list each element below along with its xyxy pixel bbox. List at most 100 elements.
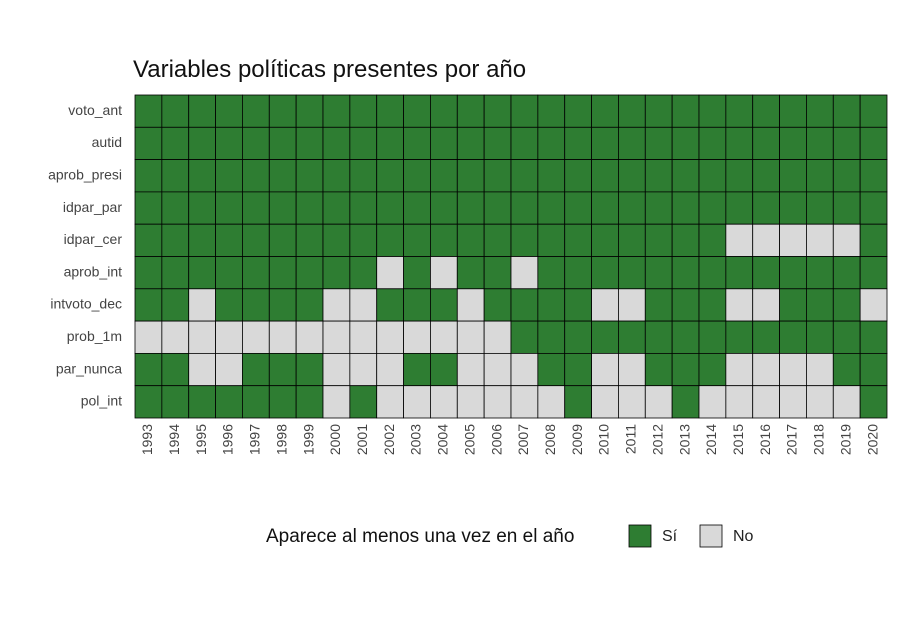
- cell: [537, 159, 566, 193]
- cell: [510, 126, 539, 161]
- cell: [779, 94, 807, 128]
- cell: [483, 256, 512, 290]
- cell: [671, 352, 700, 387]
- y-tick-label: voto_ant: [68, 102, 122, 118]
- cell: [806, 385, 834, 419]
- cell: [215, 159, 243, 193]
- legend-key: [699, 524, 723, 548]
- cell: [161, 320, 190, 354]
- cell: [564, 94, 592, 128]
- cell: [832, 191, 861, 225]
- cell: [859, 159, 888, 193]
- cell: [349, 320, 378, 354]
- x-tick-label: 1994: [166, 424, 182, 455]
- cell: [456, 94, 485, 128]
- cell: [832, 352, 861, 387]
- cell: [859, 352, 888, 387]
- cell: [671, 320, 700, 354]
- cell: [564, 256, 592, 290]
- cell: [698, 320, 727, 354]
- cell: [564, 126, 592, 161]
- cell: [403, 320, 431, 354]
- cell: [806, 256, 834, 290]
- cell: [806, 159, 834, 193]
- cell: [644, 385, 673, 419]
- cell: [322, 159, 351, 193]
- cell: [268, 126, 297, 161]
- x-tick-label: 1995: [193, 424, 209, 455]
- x-tick-label: 2014: [703, 424, 719, 455]
- cell: [806, 352, 834, 387]
- cell: [134, 126, 163, 161]
- cell: [188, 191, 216, 225]
- cell: [295, 352, 324, 387]
- cell: [779, 191, 807, 225]
- cell: [215, 223, 243, 257]
- cell: [591, 191, 619, 225]
- cell: [725, 94, 754, 128]
- cell: [188, 352, 216, 387]
- y-tick-label: par_nunca: [56, 360, 122, 376]
- cell: [832, 126, 861, 161]
- cell: [430, 256, 458, 290]
- cell: [644, 288, 673, 322]
- cell: [456, 126, 485, 161]
- cell: [134, 385, 163, 419]
- cell: [591, 352, 619, 387]
- legend-label: Sí: [662, 528, 678, 545]
- cell: [161, 223, 190, 257]
- cell: [456, 191, 485, 225]
- cell: [564, 385, 592, 419]
- cell: [859, 256, 888, 290]
- cell: [295, 288, 324, 322]
- cell: [161, 288, 190, 322]
- cell: [188, 256, 216, 290]
- cell: [430, 94, 458, 128]
- cell: [295, 94, 324, 128]
- cell: [134, 223, 163, 257]
- cell: [242, 352, 270, 387]
- cell: [242, 94, 270, 128]
- cell: [349, 126, 378, 161]
- cell: [591, 126, 619, 161]
- cell: [161, 94, 190, 128]
- cell: [215, 352, 243, 387]
- cell: [456, 223, 485, 257]
- cell: [349, 223, 378, 257]
- cell: [268, 352, 297, 387]
- cell: [725, 256, 754, 290]
- cell: [725, 223, 754, 257]
- cell: [564, 223, 592, 257]
- cell: [698, 256, 727, 290]
- cell: [376, 385, 404, 419]
- cell: [698, 223, 727, 257]
- cell: [483, 94, 512, 128]
- y-tick-label: pol_int: [81, 393, 122, 409]
- cell: [832, 288, 861, 322]
- cell: [430, 385, 458, 419]
- y-tick-label: idpar_cer: [64, 231, 123, 247]
- x-tick-label: 2016: [757, 424, 773, 455]
- cell: [671, 94, 700, 128]
- cell: [430, 223, 458, 257]
- x-tick-label: 2006: [488, 424, 504, 455]
- chart-title: Variables políticas presentes por año: [133, 56, 526, 83]
- cell: [725, 126, 754, 161]
- cell: [188, 385, 216, 419]
- cell: [134, 320, 163, 354]
- cell: [483, 352, 512, 387]
- cell: [430, 191, 458, 225]
- cell: [456, 352, 485, 387]
- cell: [698, 94, 727, 128]
- cell: [483, 288, 512, 322]
- cell: [725, 352, 754, 387]
- cell: [134, 159, 163, 193]
- y-tick-label: prob_1m: [67, 328, 122, 344]
- cell: [188, 159, 216, 193]
- cell: [510, 320, 539, 354]
- cell: [859, 94, 888, 128]
- x-tick-label: 2002: [381, 424, 397, 455]
- cell: [779, 159, 807, 193]
- cell: [859, 288, 888, 322]
- cell: [215, 288, 243, 322]
